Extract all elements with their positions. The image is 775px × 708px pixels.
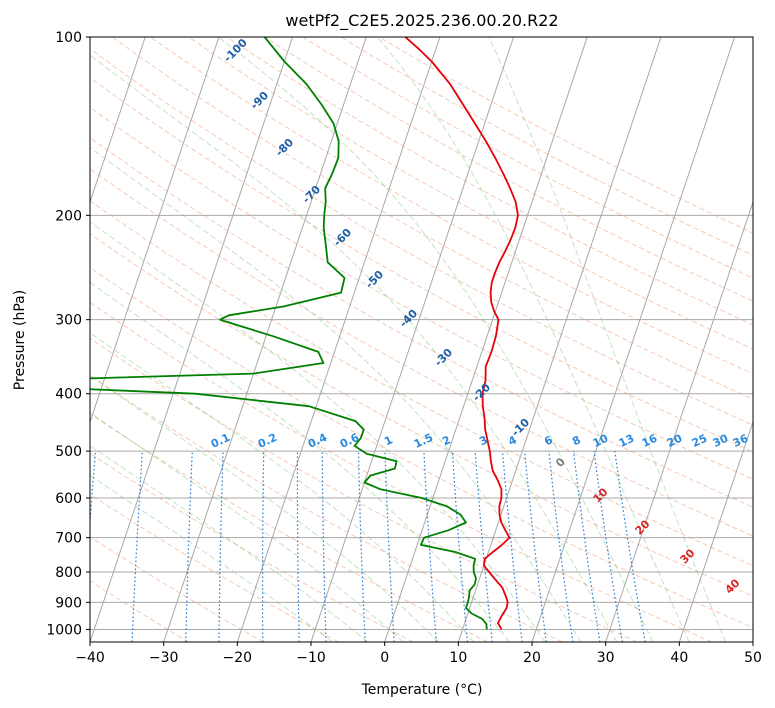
- mixing-ratio-line: [593, 451, 623, 642]
- dry-adiabat: [112, 37, 753, 400]
- plot-frame: [89, 36, 754, 643]
- moist-adiabat: [488, 37, 727, 642]
- y-tick-label: 1000: [46, 622, 82, 638]
- dry-adiabat: [90, 200, 753, 567]
- series-layer: [90, 37, 519, 630]
- y-tick-label: 900: [55, 595, 82, 611]
- moist-adiabat: [90, 54, 618, 642]
- moist-adiabat: [90, 281, 510, 642]
- x-tick-label: 10: [449, 650, 467, 666]
- moist-adiabat: [90, 332, 475, 642]
- chart-title: wetPf2_C2E5.2025.236.00.20.R22: [285, 11, 558, 31]
- dry-adiabat: [150, 37, 753, 375]
- x-tick-label: −40: [75, 650, 105, 666]
- x-tick-label: −20: [223, 650, 253, 666]
- tick-layer: −40 −30 −20 −10 0 10 20 30 40 50 100 200 300 400 500 60…: [46, 30, 762, 666]
- profile-line: [90, 37, 488, 630]
- isotherm-line: [90, 37, 146, 204]
- y-tick-label: 300: [55, 313, 82, 329]
- mixing-ratio-line: [573, 451, 601, 642]
- x-tick-label: 50: [744, 650, 762, 666]
- mixing-ratio-line: [524, 451, 547, 642]
- mixing-ratio-line: [474, 451, 493, 642]
- dry-adiabat: [188, 37, 753, 350]
- dry-adiabat: [90, 266, 753, 629]
- dry-adiabat: [90, 137, 753, 508]
- y-tick-label: 600: [55, 491, 82, 507]
- dry-adiabat: [90, 337, 638, 642]
- x-tick-label: 30: [597, 650, 615, 666]
- profile-line: [404, 37, 519, 630]
- isotherm-line: [90, 37, 294, 642]
- isotherm-line: [457, 37, 662, 642]
- dry-adiabat: [90, 301, 712, 642]
- y-axis-label: Pressure (hPa): [12, 290, 28, 390]
- mixing-ratio-label: 20: [665, 432, 685, 450]
- y-tick-label: 700: [55, 531, 82, 547]
- isotherm-line: [310, 37, 515, 642]
- y-tick-label: 800: [55, 565, 82, 581]
- moist-adiabat: [376, 37, 690, 642]
- x-axis-label: Temperature (°C): [361, 682, 483, 698]
- moist-adiabat: [90, 374, 439, 642]
- mixing-ratio-label: 16: [640, 432, 660, 450]
- isotherm-line: [531, 37, 736, 642]
- isotherm-line: [236, 37, 441, 642]
- y-tick-label: 400: [55, 387, 82, 403]
- dry-adiabat: [90, 413, 488, 642]
- mixing-ratio-line: [451, 451, 469, 642]
- mixing-ratio-label: 10: [591, 432, 611, 450]
- moist-adiabat: [90, 146, 582, 642]
- x-tick-label: −30: [149, 650, 179, 666]
- moist-adiabat: [90, 412, 404, 642]
- moist-adiabat: [90, 444, 369, 642]
- y-tick-label: 100: [55, 30, 82, 46]
- isotherm-line: [605, 200, 753, 642]
- mixing-ratio-label: 36: [731, 432, 751, 450]
- isotherm-line: [163, 37, 367, 642]
- mixing-ratio-label: 25: [690, 432, 709, 450]
- mixing-ratio-label: 13: [617, 432, 636, 450]
- dry-adiabat: [90, 374, 563, 642]
- y-tick-label: 200: [55, 208, 82, 224]
- mixing-ratio-line: [501, 451, 523, 642]
- moist-adiabat: [218, 37, 654, 642]
- y-tick-label: 500: [55, 444, 82, 460]
- moist-adiabat: [90, 474, 333, 642]
- isotherm-line: [90, 37, 220, 424]
- dry-adiabat: [90, 48, 753, 426]
- x-tick-label: −10: [296, 650, 326, 666]
- mixing-ratio-line: [548, 451, 574, 642]
- isotherm-line: [678, 420, 753, 642]
- x-tick-label: 40: [670, 650, 688, 666]
- dry-adiabat: [90, 168, 753, 537]
- x-tick-label: 0: [380, 650, 389, 666]
- dry-adiabat: [90, 580, 190, 642]
- isotherm-line: [384, 37, 588, 642]
- dry-adiabat: [90, 536, 264, 642]
- x-tick-label: 20: [523, 650, 541, 666]
- mixing-ratio-label: 30: [711, 432, 731, 450]
